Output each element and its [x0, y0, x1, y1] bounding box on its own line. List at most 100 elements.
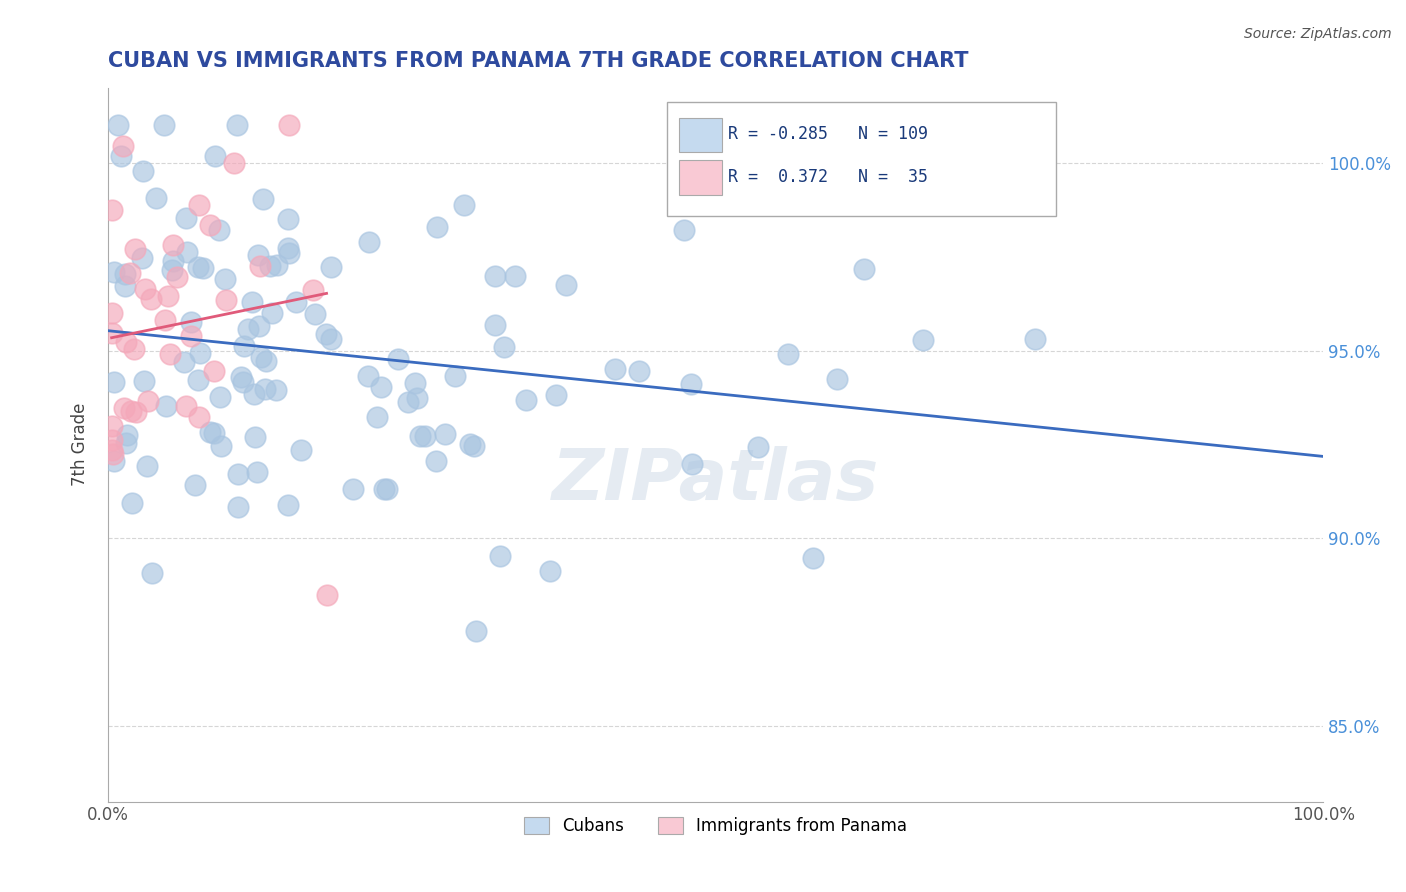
Point — [103, 375, 125, 389]
Point — [174, 399, 197, 413]
Point — [162, 253, 184, 268]
Point — [145, 191, 167, 205]
Point — [359, 235, 381, 249]
Point — [187, 373, 209, 387]
Point — [132, 375, 155, 389]
Point — [110, 149, 132, 163]
Point — [277, 498, 299, 512]
Point — [366, 410, 388, 425]
Point — [453, 198, 475, 212]
Point — [114, 401, 136, 415]
Point — [247, 319, 270, 334]
Point — [232, 338, 254, 352]
Point — [413, 429, 436, 443]
Point — [103, 454, 125, 468]
Point — [464, 624, 486, 639]
Point — [250, 350, 273, 364]
Point — [825, 372, 848, 386]
Point — [176, 245, 198, 260]
Point — [277, 241, 299, 255]
Point — [681, 457, 703, 471]
Point — [373, 482, 395, 496]
Point — [204, 149, 226, 163]
Point — [302, 283, 325, 297]
Point — [396, 395, 419, 409]
Point — [187, 260, 209, 274]
Point — [115, 435, 138, 450]
Point — [357, 369, 380, 384]
Point — [747, 440, 769, 454]
FancyBboxPatch shape — [666, 102, 1056, 216]
Point — [231, 370, 253, 384]
Point — [319, 260, 342, 274]
Point — [141, 292, 163, 306]
Point — [249, 259, 271, 273]
Point — [135, 458, 157, 473]
Point — [342, 482, 364, 496]
Point — [853, 261, 876, 276]
Point — [544, 388, 567, 402]
Point — [266, 258, 288, 272]
Point — [226, 500, 249, 514]
Point — [198, 219, 221, 233]
Point — [252, 192, 274, 206]
Text: R =  0.372   N =  35: R = 0.372 N = 35 — [728, 168, 928, 186]
FancyBboxPatch shape — [679, 161, 721, 194]
Point — [277, 118, 299, 132]
Point — [176, 211, 198, 225]
Point — [238, 321, 260, 335]
Point — [243, 386, 266, 401]
Point — [226, 118, 249, 132]
Point — [157, 289, 180, 303]
Text: R = -0.285   N = 109: R = -0.285 N = 109 — [728, 125, 928, 143]
Point — [100, 433, 122, 447]
Point — [277, 246, 299, 260]
Point — [209, 390, 232, 404]
Point — [131, 251, 153, 265]
Point — [492, 340, 515, 354]
Point — [100, 305, 122, 319]
Point — [254, 354, 277, 368]
Point — [242, 295, 264, 310]
Point — [246, 465, 269, 479]
Point — [120, 404, 142, 418]
Point — [101, 443, 124, 458]
Point — [425, 453, 447, 467]
Point — [627, 364, 650, 378]
Point — [107, 118, 129, 132]
Point — [555, 277, 578, 292]
Point — [114, 279, 136, 293]
Point — [375, 482, 398, 496]
Point — [188, 345, 211, 359]
Point — [603, 362, 626, 376]
Point — [188, 197, 211, 211]
Point — [409, 429, 432, 443]
Point — [1024, 332, 1046, 346]
Y-axis label: 7th Grade: 7th Grade — [72, 403, 89, 486]
Point — [304, 307, 326, 321]
Point — [253, 382, 276, 396]
Point — [124, 242, 146, 256]
Point — [315, 588, 337, 602]
Point — [243, 430, 266, 444]
Text: ZIPatlas: ZIPatlas — [553, 446, 879, 515]
Point — [232, 375, 254, 389]
Point — [202, 364, 225, 378]
Point — [115, 334, 138, 349]
Point — [259, 259, 281, 273]
Point — [444, 369, 467, 384]
Point — [405, 391, 427, 405]
Point — [315, 326, 337, 341]
Point — [134, 282, 156, 296]
Point — [125, 404, 148, 418]
Point — [155, 399, 177, 413]
Legend: Cubans, Immigrants from Panama: Cubans, Immigrants from Panama — [516, 808, 915, 843]
Point — [101, 447, 124, 461]
Point — [484, 268, 506, 283]
Point — [117, 428, 139, 442]
Point — [208, 223, 231, 237]
Point — [538, 565, 561, 579]
Point — [193, 261, 215, 276]
Text: CUBAN VS IMMIGRANTS FROM PANAMA 7TH GRADE CORRELATION CHART: CUBAN VS IMMIGRANTS FROM PANAMA 7TH GRAD… — [108, 51, 969, 70]
Point — [152, 118, 174, 132]
